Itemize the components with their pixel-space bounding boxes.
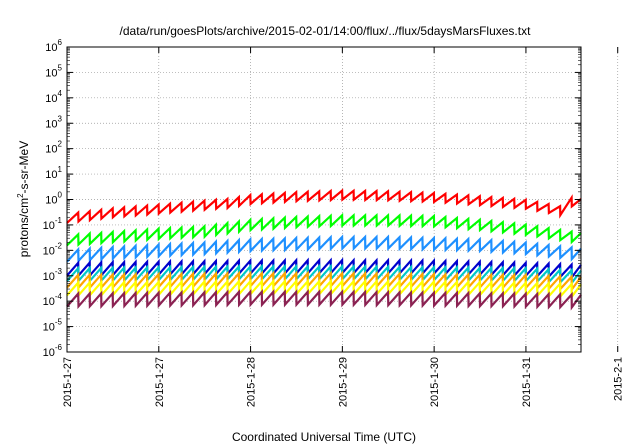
- x-axis: 2015-1-27 2015-1-28 2015-1-29 2015-1-30 2015…: [62, 47, 625, 407]
- y-tick-exponent: 2: [58, 140, 63, 149]
- y-tick-base: 10: [45, 93, 57, 105]
- series-group: [66, 188, 582, 311]
- y-tick-label: 106: [45, 38, 62, 54]
- y-tick-label: 10-1: [43, 216, 63, 232]
- x-tick-label: 2015-1-27: [154, 357, 166, 407]
- y-tick-base: 10: [45, 144, 57, 156]
- x-tick-label: 2015-1-27: [62, 357, 74, 407]
- y-tick-base: 10: [43, 347, 55, 359]
- y-axis-label-main: protons/cm: [17, 198, 31, 257]
- y-tick-exponent: 4: [58, 89, 63, 98]
- y-tick-exponent: -4: [55, 292, 63, 301]
- y-tick-label: 103: [45, 114, 62, 130]
- y-tick-label: 104: [45, 89, 62, 105]
- y-axis-label-sup: 2: [16, 193, 25, 198]
- y-tick-exponent: -2: [55, 241, 63, 250]
- y-tick-base: 10: [43, 296, 55, 308]
- y-tick-label: 10-4: [43, 292, 63, 308]
- y-tick-base: 10: [45, 67, 57, 79]
- y-tick-exponent: 0: [58, 191, 63, 200]
- y-tick-base: 10: [45, 118, 57, 130]
- y-tick-label: 100: [45, 191, 62, 207]
- series-line-5: [66, 263, 582, 287]
- y-tick-base: 10: [45, 169, 57, 181]
- y-tick-label: 101: [45, 165, 62, 181]
- y-tick-label: 102: [45, 140, 62, 156]
- x-tick-label: 2015-1-29: [337, 357, 349, 407]
- series-line-1: [66, 188, 582, 224]
- y-tick-base: 10: [45, 42, 57, 54]
- x-tick-label: 2015-1-30: [429, 357, 441, 407]
- y-tick-base: 10: [45, 195, 57, 207]
- x-tick-label: 2015-2-1: [613, 357, 625, 401]
- y-tick-exponent: -3: [55, 267, 63, 276]
- y-tick-label: 10-6: [43, 343, 63, 359]
- y-tick-exponent: -6: [55, 343, 63, 352]
- y-tick-exponent: 6: [58, 38, 63, 47]
- y-axis-label-units: -s-sr-MeV: [17, 141, 31, 194]
- y-tick-exponent: 3: [58, 114, 63, 123]
- series-line-7: [66, 278, 582, 300]
- y-axis: 10610510410310210110010-110-210-310-410-…: [43, 38, 581, 359]
- series-line-3: [66, 234, 582, 264]
- y-tick-label: 105: [45, 63, 62, 79]
- y-tick-label: 10-2: [43, 241, 63, 257]
- x-tick-label: 2015-1-31: [521, 357, 533, 407]
- series-line-2: [66, 212, 582, 248]
- y-tick-exponent: -5: [55, 318, 63, 327]
- x-axis-label: Coordinated Universal Time (UTC): [232, 430, 416, 444]
- y-tick-base: 10: [43, 322, 55, 334]
- series-line-4: [66, 257, 582, 281]
- y-tick-label: 10-5: [43, 318, 63, 334]
- y-tick-label: 10-3: [43, 267, 63, 283]
- y-axis-label: protons/cm2-s-sr-MeV: [16, 141, 31, 257]
- y-tick-base: 10: [43, 245, 55, 257]
- y-tick-exponent: -1: [55, 216, 63, 225]
- series-line-8: [66, 289, 582, 311]
- y-tick-base: 10: [43, 220, 55, 232]
- y-tick-base: 10: [43, 271, 55, 283]
- series-line-6: [66, 270, 582, 293]
- y-tick-exponent: 5: [58, 63, 63, 72]
- x-tick-label: 2015-1-28: [246, 357, 258, 407]
- y-tick-exponent: 1: [58, 165, 63, 174]
- chart-title: /data/run/goesPlots/archive/2015-02-01/1…: [120, 24, 532, 38]
